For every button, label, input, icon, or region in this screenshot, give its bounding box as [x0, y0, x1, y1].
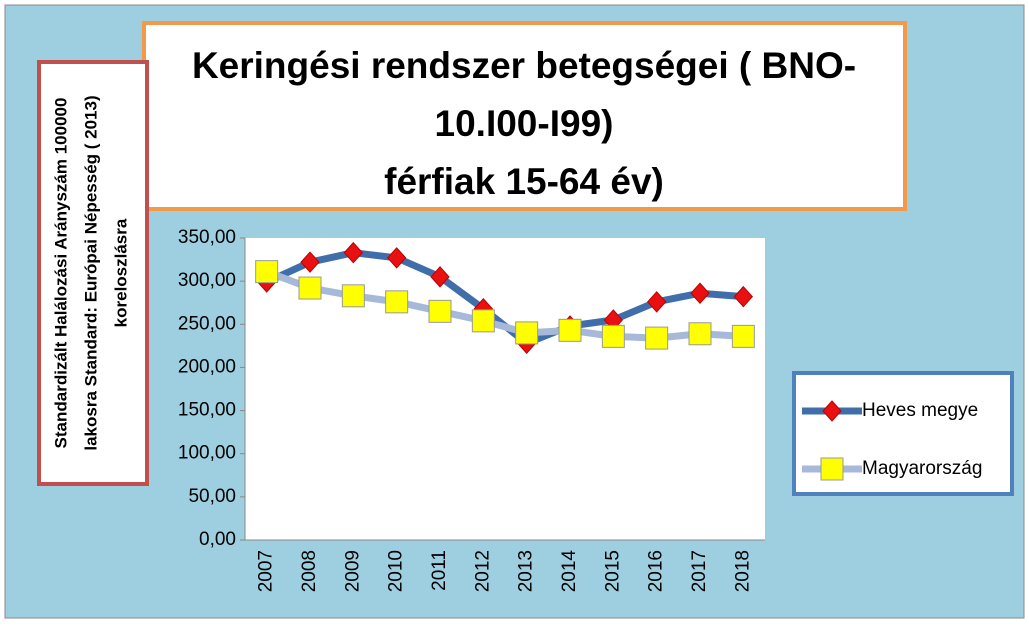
marker: [300, 251, 320, 273]
marker: [688, 322, 712, 346]
x-tick-label: 2011: [429, 550, 450, 591]
marker: [515, 321, 539, 345]
y-tick-label: 100,00: [178, 443, 236, 464]
marker: [822, 400, 842, 422]
x-tick-label: 2018: [732, 550, 753, 592]
x-tick-label: 2010: [386, 550, 407, 592]
x-tick-label: 2017: [689, 550, 710, 592]
marker: [646, 291, 667, 313]
x-tick-label: 2012: [472, 550, 493, 592]
y-tick-label: 300,00: [178, 270, 236, 291]
y-tick-label: 0,00: [199, 529, 236, 550]
marker: [690, 282, 710, 304]
y-tick-label: 50,00: [188, 486, 236, 507]
y-label-box: [37, 60, 149, 486]
y-axis-label: koreloszlásra: [111, 218, 130, 327]
y-tick-label: 350,00: [178, 227, 236, 248]
marker: [733, 285, 754, 308]
legend-label: Heves megye: [862, 400, 978, 421]
marker: [558, 318, 582, 342]
marker: [255, 260, 279, 284]
marker: [428, 299, 452, 323]
marker: [386, 247, 407, 269]
marker: [430, 266, 450, 288]
y-axis-label: Standardizált Halálozási Arányszám 10000…: [51, 98, 70, 449]
plot-area: [245, 238, 765, 540]
marker: [601, 324, 625, 348]
marker: [820, 457, 844, 481]
x-tick-label: 2008: [299, 550, 320, 592]
marker: [645, 326, 669, 350]
x-tick-label: 2016: [646, 550, 667, 592]
marker: [731, 324, 755, 348]
marker: [298, 276, 322, 300]
marker: [341, 284, 365, 308]
y-tick-label: 200,00: [178, 356, 236, 377]
x-tick-label: 2009: [342, 550, 363, 592]
marker: [385, 290, 409, 314]
x-tick-label: 2014: [559, 550, 580, 593]
x-tick-label: 2013: [516, 550, 537, 592]
x-tick-label: 2007: [256, 550, 277, 592]
chart-title: 10.I00-I99): [435, 103, 614, 144]
y-tick-label: 150,00: [178, 400, 236, 421]
y-axis-label: lakosra Standard: Európai Népesség ( 201…: [81, 95, 100, 450]
y-tick-label: 250,00: [178, 313, 236, 334]
x-tick-label: 2015: [602, 550, 623, 592]
marker: [471, 309, 495, 333]
marker: [343, 241, 364, 264]
title-box: [142, 21, 907, 211]
legend-label: Magyarország: [862, 458, 982, 479]
chart-title: Keringési rendszer betegségei ( BNO-: [192, 45, 856, 86]
chart-title: férfiak 15-64 év): [384, 161, 664, 202]
